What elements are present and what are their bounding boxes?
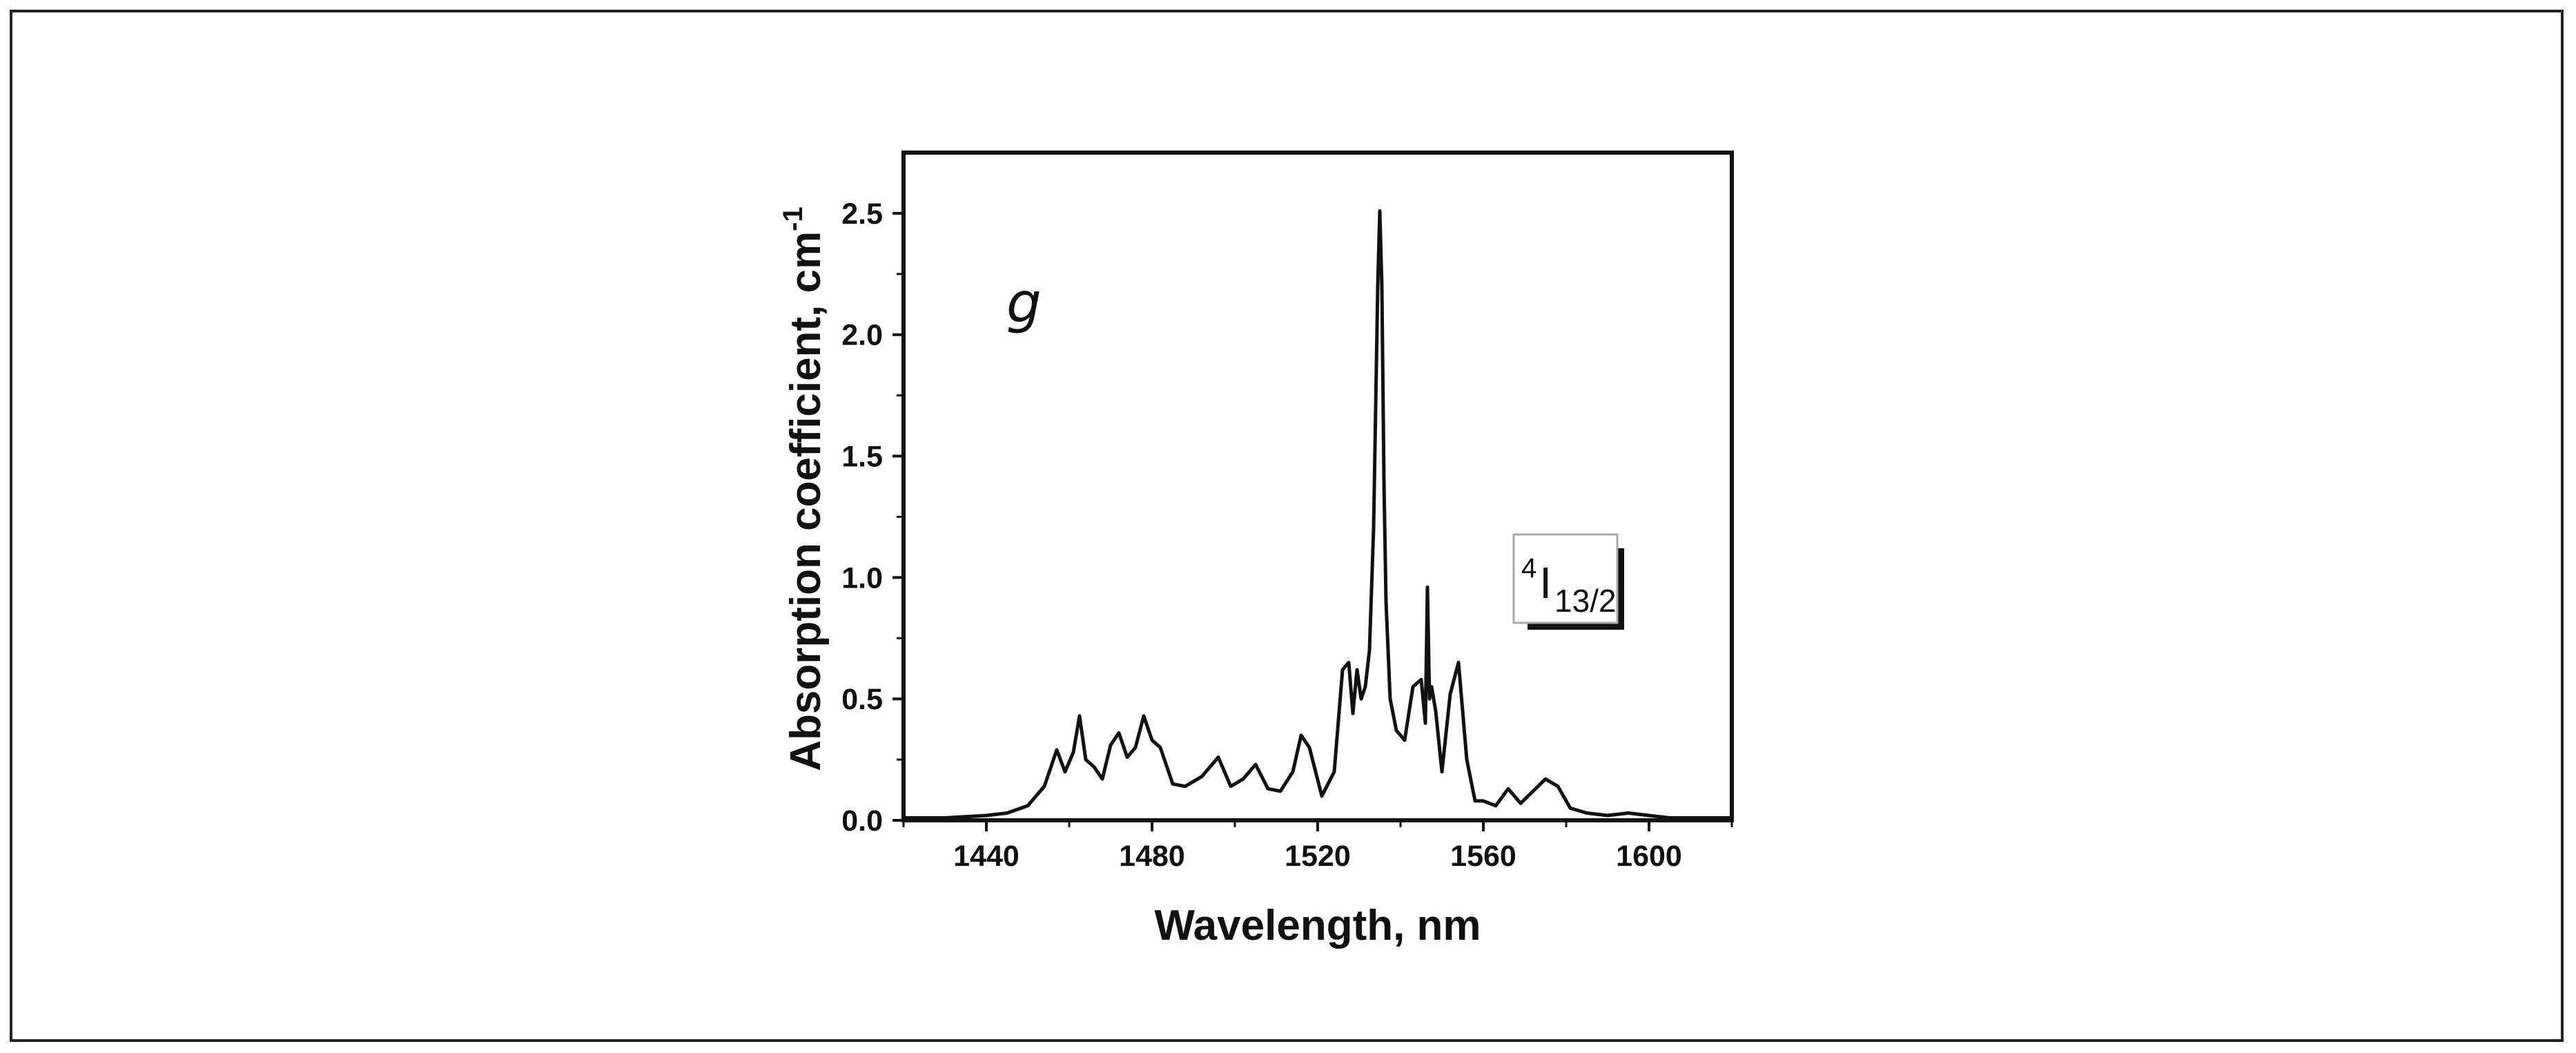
y-tick-label-1.0: 1.0 — [841, 561, 883, 595]
x-tick-label-1440: 1440 — [953, 840, 1019, 873]
y-tick-label-0.0: 0.0 — [841, 804, 883, 838]
x-tick-label-1480: 1480 — [1119, 840, 1185, 873]
legend-frame — [1512, 533, 1619, 624]
panel-label: g — [1006, 271, 1042, 335]
legend-label: 4 I 13/2 — [1521, 553, 1617, 619]
y-axis-title-superscript: -1 — [778, 206, 808, 231]
x-axis-title: Wavelength, nm — [1154, 902, 1481, 949]
y-tick-label-1.5: 1.5 — [841, 441, 883, 474]
x-tick-label-1600: 1600 — [1616, 840, 1682, 873]
x-tick-label-1520: 1520 — [1285, 840, 1351, 873]
y-axis-title-main: Absorption coefficient, cm — [782, 231, 830, 771]
legend-box: 4 I 13/2 — [1512, 533, 1624, 630]
y-tick-label-0.5: 0.5 — [841, 683, 883, 716]
x-tick-label-1560: 1560 — [1450, 840, 1516, 873]
ticks-layer: 1440 1480 1520 1560 1600 0.0 0.5 1.0 1.5 2.0 2.5 — [841, 197, 1733, 873]
legend-subscript: 13/2 — [1554, 583, 1617, 619]
y-tick-label-2.0: 2.0 — [841, 319, 883, 352]
y-axis-title: Absorption coefficient, cm-1 — [778, 206, 830, 771]
legend-superscript: 4 — [1521, 553, 1536, 583]
y-tick-label-2.5: 2.5 — [841, 197, 883, 231]
figure-frame: 1440 1480 1520 1560 1600 0.0 0.5 1.0 1.5 2.0 2.5 g… — [10, 10, 2564, 1042]
absorption-chart: 1440 1480 1520 1560 1600 0.0 0.5 1.0 1.5 2.0 2.5 g… — [778, 151, 1734, 949]
plot-area-frame — [901, 151, 1734, 822]
absorption-series-line — [904, 209, 1732, 820]
legend-main: I — [1539, 558, 1552, 608]
